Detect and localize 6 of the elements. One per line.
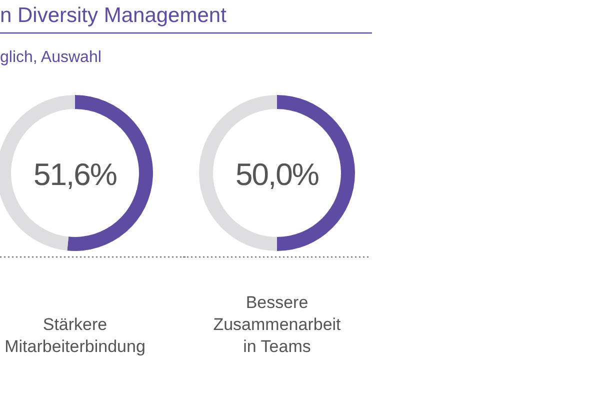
text: Stärkere Mitarbeiterbindung <box>4 315 146 356</box>
data-label: 51,6% <box>34 157 117 192</box>
text: Bessere Zusammenarbeit in Teams <box>213 293 342 356</box>
data-label: 50,0% <box>236 157 319 192</box>
chart-title: n Diversity Management <box>0 4 227 27</box>
chart-subtitle: glich, Auswahl <box>0 49 102 66</box>
